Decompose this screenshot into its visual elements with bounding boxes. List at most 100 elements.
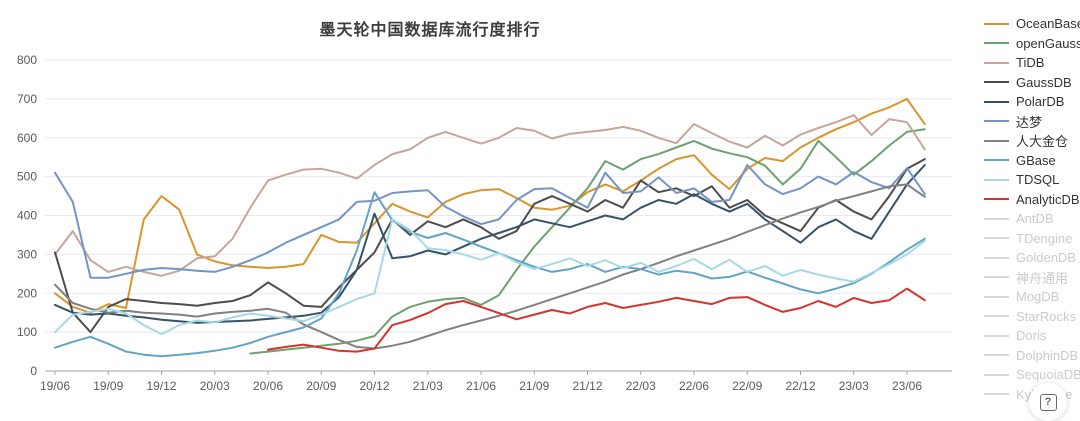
legend-label: GaussDB [1016,74,1072,90]
legend-line-swatch-tidb [984,61,1009,64]
y-tick-label: 800 [17,53,37,67]
series-line-tidb [54,114,926,277]
y-tick-label: 200 [17,286,37,300]
y-tick-label: 700 [17,92,37,106]
x-tick-label: 19/06 [40,379,70,393]
legend-item-dolphindb[interactable]: DolphinDB [984,346,1080,366]
legend-label: Doris [1016,328,1047,344]
legend-line-swatch-gaussdb [984,81,1009,84]
legend-item-oceanbase[interactable]: OceanBase [984,14,1080,34]
legend-item-tdengine[interactable]: TDengine [984,229,1080,249]
legend-item-doris[interactable]: Doris [984,326,1080,346]
legend-item-antdb[interactable]: AntDB [984,209,1080,229]
x-tick-label: 22/12 [785,379,815,393]
series-line-tdsql [54,218,926,336]
x-tick-label: 22/03 [626,379,656,393]
x-tick-label: 20/06 [253,379,283,393]
x-tick-label: 20/09 [306,379,336,393]
y-tick-label: 500 [17,170,37,184]
series-line-gaussdb [54,158,926,334]
chart-title: 墨天轮中国数据库流行度排行 [319,22,541,39]
legend-label: OceanBase [1016,16,1080,32]
legend-line-swatch-kyligence [984,393,1009,396]
legend-label: PolarDB [1016,94,1065,110]
x-tick-label: 22/06 [679,379,709,393]
legend-item-tdsql[interactable]: TDSQL [984,170,1080,190]
legend-item-opengauss[interactable]: openGauss [984,34,1080,54]
legend-line-swatch-starrocks [984,315,1009,318]
y-tick-label: 300 [17,247,37,261]
legend-item-shenzhou-tongyong[interactable]: 神舟通用 [984,268,1080,288]
series-line-analyticdb [267,287,926,353]
y-tick-label: 400 [17,209,37,223]
legend-item-gaussdb[interactable]: GaussDB [984,73,1080,93]
legend-line-swatch-renda-jincang [984,139,1009,142]
x-tick-label: 19/09 [93,379,123,393]
legend-line-swatch-tdsql [984,178,1009,181]
x-tick-label: 23/06 [892,379,922,393]
legend-label: SequoiaDB [1016,367,1080,383]
legend-line-swatch-dolphindb [984,354,1009,357]
legend-label: DolphinDB [1016,347,1079,363]
legend-line-swatch-shenzhou-tongyong [984,276,1009,279]
legend-line-swatch-analyticdb [984,198,1009,201]
legend-line-swatch-gbase [984,159,1009,162]
x-tick-label: 21/09 [519,379,549,393]
legend-line-swatch-dameng [984,120,1009,123]
x-tick-label: 21/12 [572,379,602,393]
legend-label: TDSQL [1016,172,1060,188]
series-line-opengauss [249,128,926,355]
series-line-renda-jincang [54,183,926,350]
legend-item-tidb[interactable]: TiDB [984,53,1080,73]
legend-label: 神舟通用 [1016,270,1069,286]
x-tick-label: 20/03 [200,379,230,393]
legend-item-sequoiadb[interactable]: SequoiaDB [984,365,1080,385]
legend: OceanBase openGauss TiDB GaussDB PolarDB 达梦人大… [984,14,1080,404]
legend-label: GBase [1016,152,1056,168]
legend-line-swatch-tdengine [984,237,1009,240]
legend-label: AntDB [1016,211,1054,227]
help-button[interactable]: ? [1029,383,1067,421]
legend-item-starrocks[interactable]: StarRocks [984,307,1080,327]
legend-line-swatch-oceanbase [984,22,1009,25]
legend-line-swatch-goldendb [984,256,1009,259]
y-tick-label: 600 [17,131,37,145]
legend-label: GoldenDB [1016,250,1076,266]
legend-label: StarRocks [1016,308,1076,324]
legend-line-swatch-mogdb [984,295,1009,298]
legend-label: openGauss [1016,35,1080,51]
legend-label: TiDB [1016,55,1045,71]
y-tick-label: 0 [30,364,37,378]
legend-label: AnalyticDB [1016,191,1080,207]
series-line-gbase [54,191,926,358]
legend-line-swatch-polardb [984,100,1009,103]
x-tick-label: 23/03 [839,379,869,393]
series-line-dameng [54,164,926,279]
legend-line-swatch-opengauss [984,42,1009,45]
series-line-polardb [54,164,926,324]
x-tick-label: 19/12 [146,379,176,393]
x-tick-label: 22/09 [732,379,762,393]
legend-item-mogdb[interactable]: MogDB [984,287,1080,307]
legend-label: 人大金仓 [1016,134,1069,150]
legend-item-analyticdb[interactable]: AnalyticDB [984,190,1080,210]
y-tick-label: 100 [17,325,37,339]
legend-item-gbase[interactable]: GBase [984,151,1080,171]
legend-label: MogDB [1016,289,1060,305]
legend-label: TDengine [1016,230,1073,246]
series-line-oceanbase [54,97,926,314]
legend-line-swatch-antdb [984,217,1009,220]
legend-item-polardb[interactable]: PolarDB [984,92,1080,112]
x-tick-label: 21/06 [466,379,496,393]
legend-line-swatch-doris [984,334,1009,337]
legend-item-goldendb[interactable]: GoldenDB [984,248,1080,268]
legend-label: 达梦 [1016,114,1043,130]
x-tick-label: 21/03 [413,379,443,393]
help-question-icon: ? [1039,393,1057,411]
legend-item-renda-jincang[interactable]: 人大金仓 [984,131,1080,151]
legend-item-dameng[interactable]: 达梦 [984,112,1080,132]
x-tick-label: 20/12 [359,379,389,393]
legend-line-swatch-sequoiadb [984,373,1009,376]
